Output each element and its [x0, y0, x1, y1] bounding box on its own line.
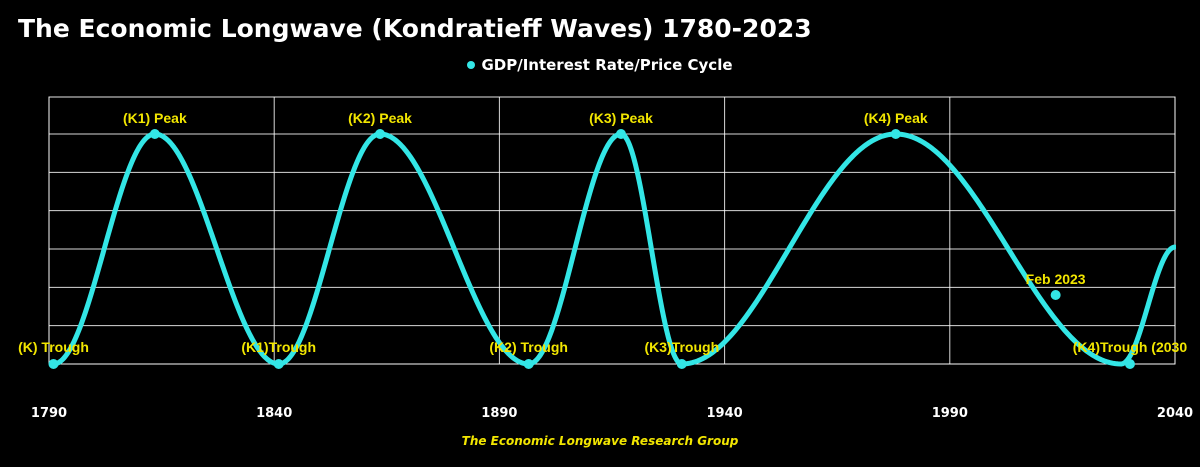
legend-marker: [467, 60, 476, 69]
annotation-label: (K1) Peak: [123, 110, 187, 126]
legend-label: GDP/Interest Rate/Price Cycle: [481, 56, 733, 74]
data-point: [523, 359, 534, 369]
annotation-label: (K4)Trough (2030: [1073, 339, 1188, 355]
x-axis: 1790 1840 1890 1940 1990 2040: [31, 406, 1193, 421]
chart-title: The Economic Longwave (Kondratieff Waves…: [18, 14, 812, 43]
data-point: [890, 129, 901, 139]
x-tick-label: 1990: [932, 406, 968, 421]
annotation-label: (K2) Trough: [489, 339, 568, 355]
data-point: [273, 359, 284, 369]
data-point: [616, 129, 627, 139]
x-tick-label: 2040: [1157, 406, 1193, 421]
annotation-label: (K3) Peak: [589, 110, 653, 126]
data-point: [149, 129, 160, 139]
annotation-label: Feb 2023: [1026, 271, 1086, 287]
annotation-label: (K1)Trough: [241, 339, 316, 355]
annotation-label: (K4) Peak: [864, 110, 928, 126]
annotation-label: (K3)Trough: [644, 339, 719, 355]
x-tick-label: 1840: [256, 406, 292, 421]
data-point: [676, 359, 687, 369]
x-tick-label: 1790: [31, 406, 67, 421]
data-point: [375, 129, 386, 139]
annotation-label: (K2) Peak: [348, 110, 412, 126]
markers-layer: [48, 129, 1135, 369]
legend: GDP/Interest Rate/Price Cycle: [0, 56, 1200, 74]
x-tick-label: 1890: [481, 406, 517, 421]
x-tick-label: 1940: [707, 406, 743, 421]
annotation-label: (K) Trough: [18, 339, 89, 355]
data-point: [1050, 290, 1061, 300]
series-layer: [51, 131, 1176, 367]
footer-credit: The Economic Longwave Research Group: [461, 434, 739, 448]
series-line: [51, 131, 1176, 367]
data-point: [1124, 359, 1135, 369]
grid: [48, 96, 1176, 365]
data-point: [48, 359, 59, 369]
annotations-layer: (K) Trough (K1) Peak (K1)Trough (K2) Peak (K…: [18, 110, 1187, 355]
